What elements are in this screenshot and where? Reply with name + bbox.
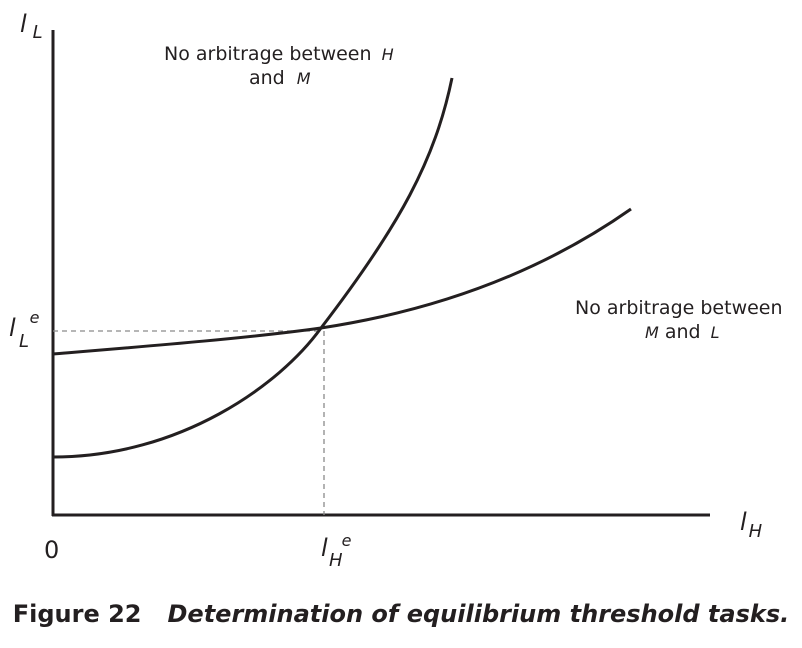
figure-title: Determination of equilibrium threshold t… [167,600,790,628]
no-arbitrage-h-m-curve [52,77,454,459]
no-arbitrage-m-l-label-line1: No arbitrage between [575,297,783,319]
no-arbitrage-m-l-curve [52,207,632,356]
origin-label: 0 [44,536,59,564]
y-equilibrium-label-sub: L [19,331,29,352]
figure-caption: Figure 22 Determination of equilibrium th… [0,600,802,628]
figure-number: Figure 22 [12,600,142,628]
x-equilibrium-label-sub: H [329,550,343,571]
no-arbitrage-h-m-label-line2: and M [249,67,311,89]
no-arbitrage-m-l-label-line2: M and L [645,321,720,343]
no-arbitrage-h-m-label-line1: No arbitrage between H [164,43,394,65]
